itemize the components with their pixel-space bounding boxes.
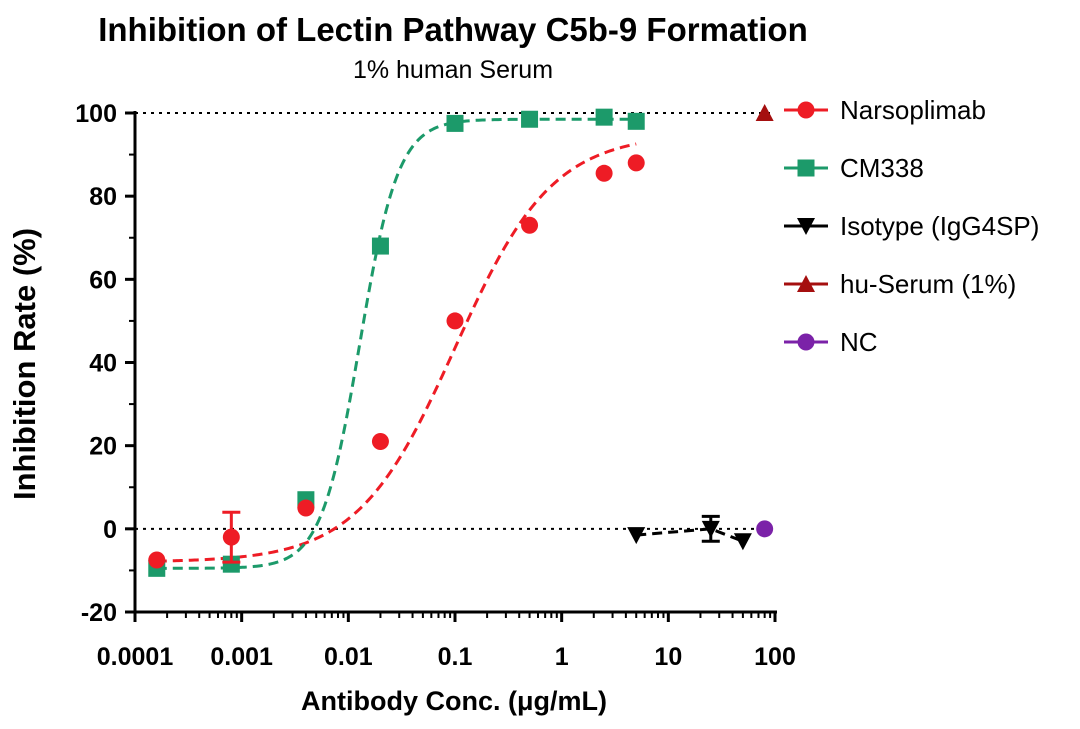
data-point <box>521 216 539 234</box>
data-point <box>446 114 464 132</box>
x-tick-label: 0.1 <box>438 643 473 671</box>
y-tick-label: 60 <box>89 266 117 294</box>
fit-curves <box>156 117 637 570</box>
data-point <box>148 551 166 569</box>
legend-label: hu-Serum (1%) <box>840 269 1016 299</box>
legend-marker <box>797 275 815 292</box>
y-axis-label: Inhibition Rate (%) <box>7 228 42 500</box>
legend-marker <box>797 101 815 119</box>
x-tick-label: 1 <box>555 643 569 671</box>
y-tick-label: 0 <box>103 516 117 544</box>
x-tick-label: 0.01 <box>324 643 373 671</box>
legend: Narsoplimab CM338 Isotype (IgG4SP) hu-Serum… <box>784 95 1039 357</box>
y-tick-label: 80 <box>89 183 117 211</box>
data-point <box>756 520 774 538</box>
legend-label: CM338 <box>840 153 924 183</box>
y-tick-label: -20 <box>81 599 117 627</box>
fit-curve <box>156 117 637 570</box>
x-tick-label: 10 <box>654 643 682 671</box>
series-line <box>636 527 744 543</box>
data-point <box>755 104 774 121</box>
data-point <box>371 433 389 451</box>
reference-lines <box>135 112 775 530</box>
chart-title: Inhibition of Lectin Pathway C5b-9 Forma… <box>98 11 808 48</box>
data-point <box>371 237 389 255</box>
axes: -20 0 20 40 60 80 100 0.0001 0.001 0.01 0.1 1 10 100 <box>75 100 796 671</box>
y-tick-label: 40 <box>89 350 117 378</box>
data-point <box>521 110 539 128</box>
data-point <box>446 312 464 330</box>
legend-label: Narsoplimab <box>840 95 986 125</box>
data-point <box>701 520 720 538</box>
data-point <box>627 112 645 130</box>
legend-marker <box>797 218 815 235</box>
data-point <box>222 555 240 573</box>
x-tick-label: 0.001 <box>210 643 273 671</box>
fit-curve <box>156 142 637 563</box>
chart-subtitle: 1% human Serum <box>353 56 553 84</box>
legend-label: NC <box>840 327 878 357</box>
legend-label: Isotype (IgG4SP) <box>840 211 1039 241</box>
y-tick-label: 100 <box>75 100 117 128</box>
x-tick-label: 100 <box>754 643 796 671</box>
data-point <box>733 533 752 551</box>
data-point <box>297 499 315 517</box>
x-tick-label: 0.0001 <box>97 643 174 671</box>
y-tick-label: 20 <box>89 433 117 461</box>
data-points <box>148 104 774 577</box>
data-point <box>627 154 645 172</box>
data-point <box>222 528 240 546</box>
data-point <box>627 527 646 545</box>
legend-marker <box>797 159 815 177</box>
x-axis-label: Antibody Conc. (μg/mL) <box>301 686 607 716</box>
data-point <box>595 108 613 126</box>
data-point <box>595 164 613 182</box>
legend-marker <box>797 333 815 351</box>
